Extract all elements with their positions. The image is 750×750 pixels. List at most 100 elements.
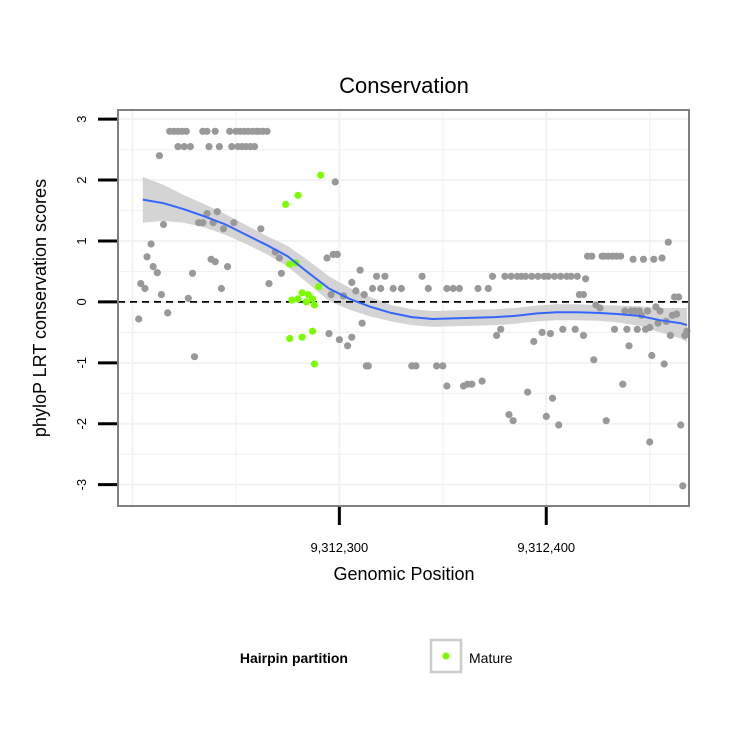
mature-point: [298, 289, 306, 297]
mature-point: [310, 360, 319, 368]
data-point: [211, 127, 219, 135]
data-point: [433, 362, 441, 370]
data-point: [646, 438, 654, 446]
data-point: [147, 240, 155, 248]
data-point: [582, 275, 590, 283]
data-point: [455, 284, 463, 293]
data-point: [443, 284, 451, 293]
data-point: [186, 143, 194, 151]
data-point: [265, 280, 273, 288]
data-point: [505, 411, 513, 419]
mature-point: [294, 295, 302, 303]
data-point: [263, 127, 271, 135]
data-point: [358, 319, 366, 327]
data-point: [205, 143, 213, 151]
data-point: [153, 269, 161, 277]
mature-point: [302, 298, 310, 306]
data-point: [474, 284, 482, 293]
data-point: [213, 208, 221, 216]
legend-title: Hairpin partition: [240, 650, 348, 666]
data-point: [557, 272, 565, 280]
data-point: [203, 127, 211, 135]
data-point: [650, 255, 658, 263]
data-point: [215, 143, 223, 151]
data-point: [625, 342, 633, 350]
data-point: [226, 127, 234, 135]
y-tick-label: -1: [74, 357, 89, 369]
y-tick-label: 0: [74, 298, 89, 305]
data-point: [412, 362, 420, 370]
mature-point: [294, 191, 302, 199]
data-point: [327, 291, 335, 299]
data-point: [381, 272, 389, 280]
data-point: [277, 269, 285, 277]
data-point: [621, 307, 629, 315]
data-point: [538, 328, 546, 336]
data-point: [679, 482, 687, 490]
data-point: [344, 342, 352, 350]
y-tick-label: 2: [74, 176, 89, 183]
data-point: [610, 325, 619, 333]
data-point: [230, 219, 238, 227]
data-point: [449, 284, 457, 293]
data-point: [217, 284, 225, 293]
mature-point: [310, 301, 319, 309]
data-point: [579, 331, 588, 339]
data-point: [182, 127, 190, 135]
data-point: [509, 417, 517, 425]
data-point: [590, 356, 598, 364]
smooth-line-layer: [142, 198, 688, 327]
mature-point: [286, 334, 294, 343]
data-point: [348, 278, 356, 286]
data-point: [224, 263, 232, 271]
data-point: [524, 388, 532, 396]
data-point: [534, 272, 542, 280]
mature-point: [308, 327, 317, 335]
data-point: [135, 315, 143, 323]
data-point: [439, 362, 447, 370]
data-point: [397, 284, 405, 293]
mature-point: [317, 171, 325, 179]
data-point: [588, 252, 596, 260]
data-point: [418, 272, 426, 280]
data-point: [660, 360, 668, 368]
data-point: [348, 333, 356, 341]
mature-point: [298, 333, 306, 341]
data-point: [646, 323, 654, 332]
data-point: [619, 380, 627, 388]
data-point: [174, 143, 182, 151]
plot-panel-border: [117, 109, 690, 507]
mature-point: [286, 260, 294, 268]
data-point: [203, 210, 211, 218]
data-point: [629, 255, 637, 263]
data-point: [143, 253, 151, 261]
mature-point: [315, 283, 323, 291]
data-point: [180, 143, 188, 151]
data-point: [497, 325, 505, 333]
data-point: [542, 412, 550, 420]
y-axis-title: phyloP LRT conservation scores: [30, 179, 50, 437]
data-point: [364, 362, 372, 370]
data-point: [377, 284, 385, 293]
mature-point: [288, 296, 296, 304]
data-point: [356, 266, 364, 274]
data-point: [673, 310, 681, 318]
data-point: [579, 291, 588, 299]
data-point: [368, 284, 377, 293]
data-point: [478, 377, 486, 385]
data-point: [164, 309, 172, 317]
data-point: [633, 325, 641, 333]
data-point: [184, 294, 192, 302]
data-point: [639, 255, 648, 263]
data-point: [257, 225, 265, 233]
y-tick-label: 3: [74, 115, 89, 122]
data-point: [550, 272, 559, 280]
data-point: [468, 380, 476, 388]
data-point: [325, 330, 333, 338]
data-point: [331, 178, 339, 186]
chart-title: Conservation: [339, 73, 469, 98]
data-point: [389, 284, 397, 293]
data-point: [250, 143, 259, 151]
data-point: [275, 254, 283, 262]
